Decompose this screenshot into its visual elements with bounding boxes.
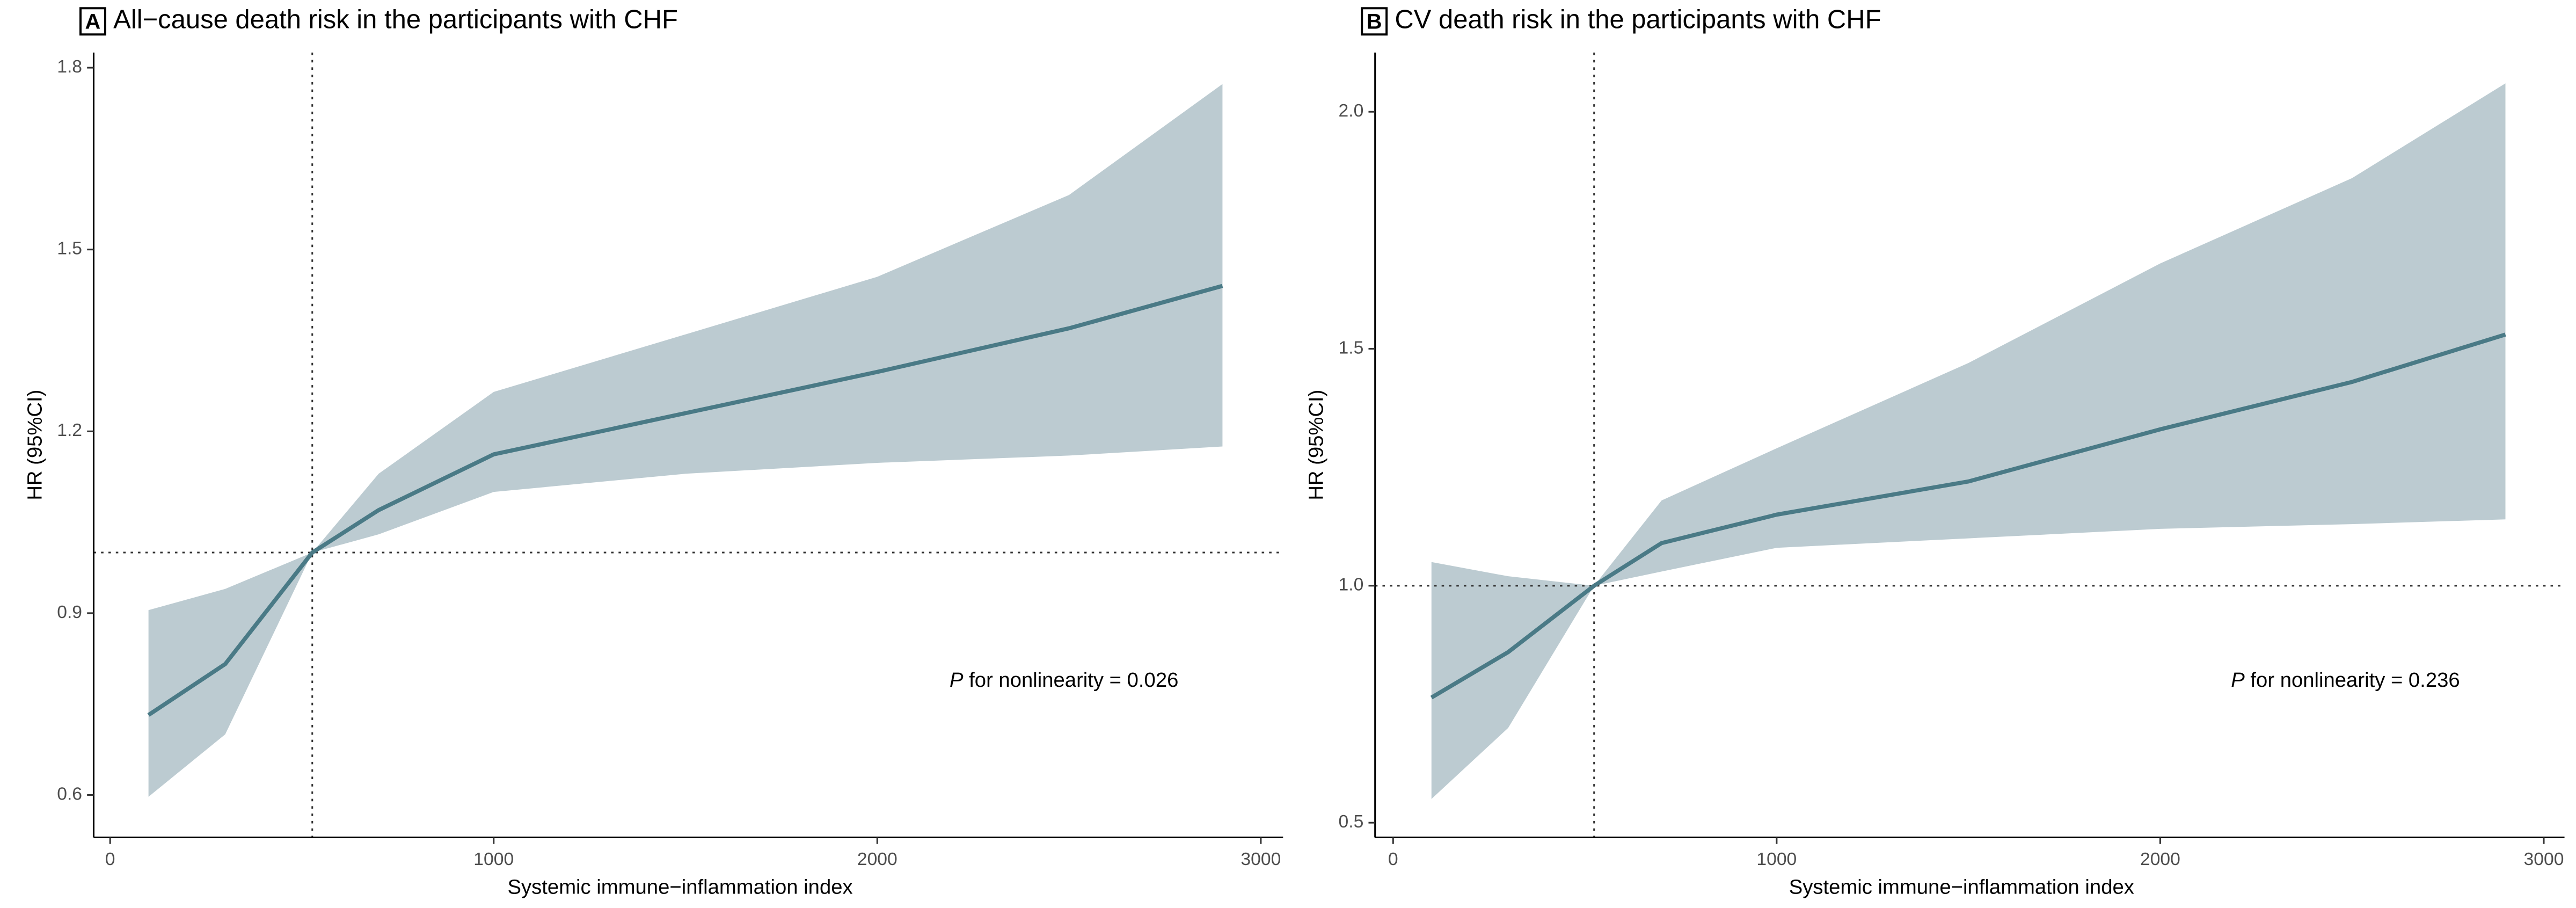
annotation: P for nonlinearity = 0.026 [950, 669, 1178, 692]
x-axis-label: Systemic immune−inflammation index [1789, 875, 2134, 898]
x-tick-label: 3000 [1240, 849, 1281, 869]
y-tick-label: 1.5 [1339, 338, 1364, 358]
x-tick-label: 1000 [1756, 849, 1797, 869]
panel-label: B [1367, 10, 1382, 33]
confidence-band [148, 84, 1223, 797]
y-tick-label: 0.5 [1339, 812, 1364, 832]
hr-line [1430, 332, 2506, 700]
y-tick-label: 2.0 [1339, 101, 1364, 121]
confidence-band [1431, 83, 2506, 800]
y-tick-label: 1.0 [1339, 575, 1364, 595]
panel-label-box [1361, 7, 1388, 36]
y-axis-label: HR (95%CI) [23, 390, 46, 500]
chart-title: All−cause death risk in the participants… [113, 5, 678, 34]
y-tick-label: 0.6 [57, 784, 82, 804]
x-tick-label: 3000 [2524, 849, 2564, 869]
y-tick-label: 1.8 [57, 57, 82, 77]
annotation-text: for nonlinearity = 0.236 [2250, 669, 2460, 692]
y-tick-label: 0.9 [57, 602, 82, 622]
x-axis-label: Systemic immune−inflammation index [508, 875, 853, 898]
annotation-p: P [2231, 669, 2245, 692]
panel-label-box [79, 7, 106, 36]
annotation-text: for nonlinearity = 0.026 [969, 669, 1178, 692]
y-tick-label: 1.5 [57, 239, 82, 259]
y-axis-label: HR (95%CI) [1305, 390, 1328, 500]
annotation-p: P [950, 669, 964, 692]
x-tick-label: 1000 [473, 849, 514, 869]
annotation: P for nonlinearity = 0.236 [2231, 669, 2460, 692]
chart-title: CV death risk in the participants with C… [1395, 5, 1881, 34]
x-tick-label: 2000 [857, 849, 897, 869]
x-tick-label: 0 [105, 849, 115, 869]
y-tick-label: 1.2 [57, 420, 82, 440]
x-tick-label: 0 [1388, 849, 1398, 869]
x-tick-label: 2000 [2140, 849, 2180, 869]
panel-label: A [85, 10, 101, 33]
hr-line [147, 284, 1223, 717]
